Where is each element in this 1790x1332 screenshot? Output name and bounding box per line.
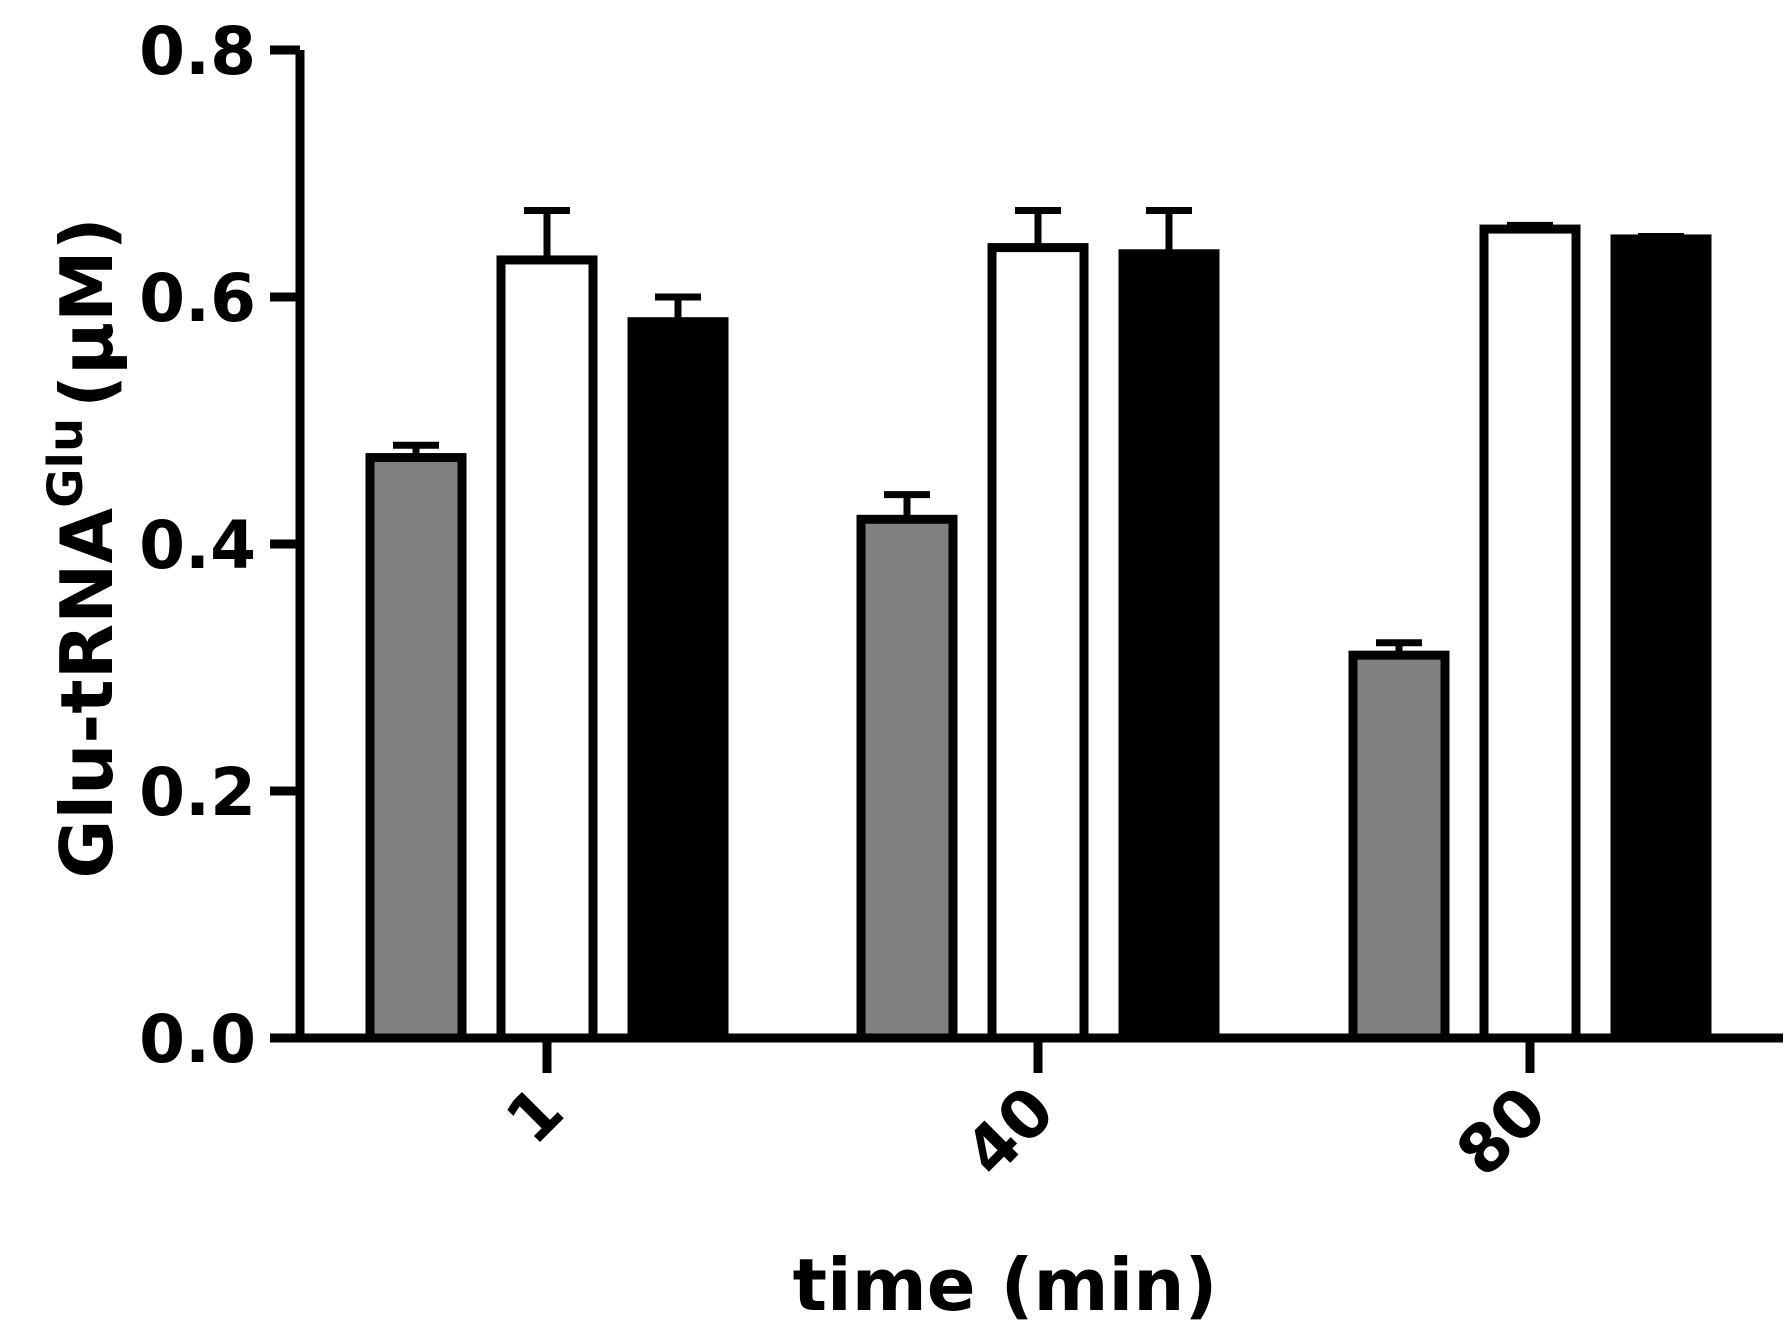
- bar: [856, 514, 958, 1043]
- bars-layer: [365, 224, 1712, 1043]
- y-axis-label: Glu-tRNAGlu (μM): [38, 217, 129, 878]
- y-axis-label-main: Glu-tRNA: [45, 508, 129, 879]
- error-bars-layer: [393, 207, 1684, 656]
- bar: [496, 255, 598, 1043]
- y-axis-label-superscript: Glu: [38, 418, 94, 508]
- x-tick-label: 1: [491, 1072, 578, 1159]
- bar: [1610, 234, 1712, 1043]
- x-axis-label: time (min): [793, 1243, 1218, 1327]
- bar: [1348, 650, 1450, 1043]
- x-tick-label: 80: [1442, 1072, 1561, 1191]
- bar: [1118, 249, 1220, 1043]
- x-ticks-layer: 1 40 80: [491, 1038, 1561, 1191]
- bar: [627, 317, 729, 1043]
- bar: [1479, 224, 1581, 1043]
- y-tick-label: 0.0: [139, 1001, 256, 1078]
- y-ticks-layer: 0.0 0.2 0.4 0.6 0.8: [139, 13, 300, 1078]
- bar: [987, 243, 1089, 1043]
- y-tick-label: 0.2: [139, 754, 256, 831]
- y-tick-label: 0.4: [139, 507, 256, 584]
- y-tick-label: 0.8: [139, 13, 256, 90]
- x-tick-label: 40: [950, 1072, 1069, 1191]
- y-tick-label: 0.6: [139, 260, 256, 337]
- y-axis-label-unit: (μM): [45, 217, 129, 407]
- bar: [365, 453, 467, 1043]
